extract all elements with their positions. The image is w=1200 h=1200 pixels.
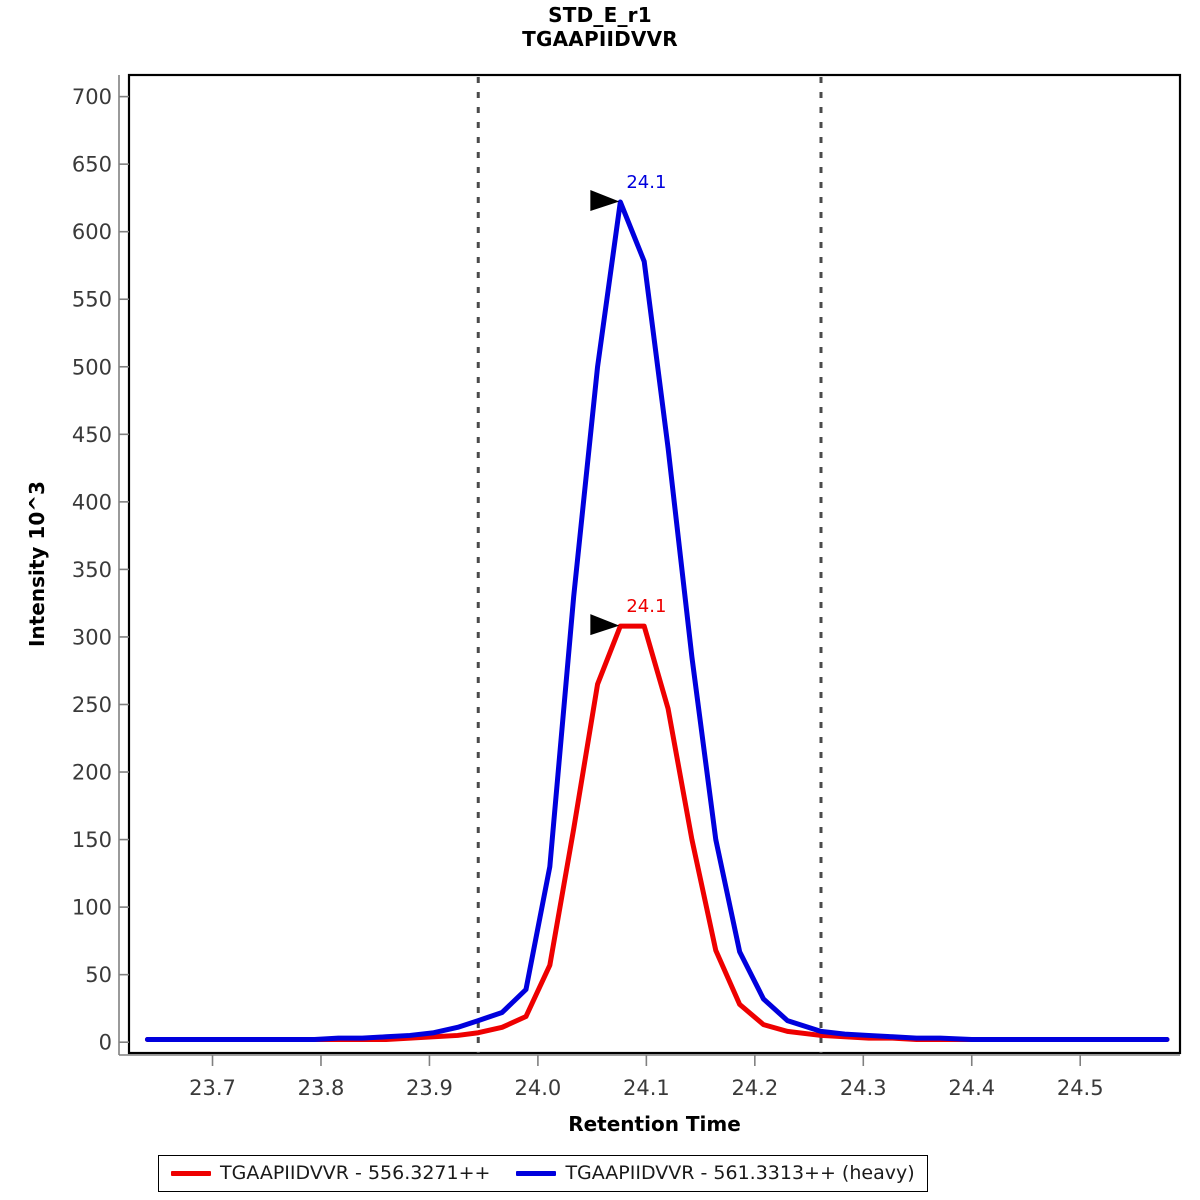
x-axis-tick-label: 24.1 bbox=[623, 1076, 670, 1100]
x-axis-tick-label: 23.9 bbox=[406, 1076, 453, 1100]
y-axis-tick-label: 300 bbox=[72, 625, 112, 649]
legend-swatch-light bbox=[171, 1170, 211, 1176]
y-axis-tick-label: 250 bbox=[72, 693, 112, 717]
x-axis-title: Retention Time bbox=[568, 1112, 741, 1136]
plot-frame bbox=[127, 73, 1182, 1055]
page-title: STD_E_r1 bbox=[548, 3, 652, 27]
y-axis-tick-label: 600 bbox=[72, 220, 112, 244]
y-axis-tick-label: 650 bbox=[72, 153, 112, 177]
y-axis-tick-label: 450 bbox=[72, 423, 112, 447]
x-axis-tick-label: 23.8 bbox=[298, 1076, 345, 1100]
legend-label-light: TGAAPIIDVVR - 556.3271++ bbox=[220, 1162, 491, 1184]
peak-label-light: 24.1 bbox=[626, 596, 666, 617]
legend-swatch-heavy bbox=[516, 1170, 557, 1176]
y-axis-tick-label: 400 bbox=[72, 490, 112, 514]
x-axis-tick-label: 24.2 bbox=[731, 1076, 778, 1100]
series-line-heavy bbox=[144, 199, 1170, 1042]
y-axis-tick-label: 150 bbox=[72, 828, 112, 852]
peak-marker-light bbox=[590, 614, 620, 636]
y-axis-tick-label: 500 bbox=[72, 355, 112, 379]
series-line-light bbox=[144, 623, 1170, 1042]
chart-title-block: STD_E_r1 TGAAPIIDVVR bbox=[0, 3, 1200, 51]
y-axis-title: Intensity 10^3 bbox=[25, 481, 49, 647]
y-axis-tick-label: 550 bbox=[72, 288, 112, 312]
peak-label-heavy: 24.1 bbox=[626, 172, 666, 193]
y-axis-tick-label: 350 bbox=[72, 558, 112, 582]
x-axis-tick-label: 24.4 bbox=[948, 1076, 995, 1100]
x-axis-tick-label: 24.0 bbox=[515, 1076, 562, 1100]
chart-subtitle: TGAAPIIDVVR bbox=[522, 26, 678, 51]
x-axis-tick-label: 23.7 bbox=[189, 1076, 236, 1100]
y-axis-tick-label: 700 bbox=[72, 85, 112, 109]
legend-item-heavy[interactable]: TGAAPIIDVVR - 561.3313++ (heavy) bbox=[516, 1162, 915, 1184]
y-axis-tick-label: 50 bbox=[85, 963, 112, 987]
y-axis-tick-label: 100 bbox=[72, 896, 112, 920]
y-axis-tick-label: 0 bbox=[99, 1031, 112, 1055]
y-axis-tick-label: 200 bbox=[72, 761, 112, 785]
peak-marker-heavy bbox=[590, 189, 620, 211]
legend-label-heavy: TGAAPIIDVVR - 561.3313++ (heavy) bbox=[565, 1162, 915, 1184]
legend-item-light[interactable]: TGAAPIIDVVR - 556.3271++ bbox=[171, 1162, 490, 1184]
x-axis-tick-label: 24.3 bbox=[840, 1076, 887, 1100]
chart-legend: TGAAPIIDVVR - 556.3271++ TGAAPIIDVVR - 5… bbox=[158, 1155, 928, 1192]
x-axis-tick-label: 24.5 bbox=[1057, 1076, 1104, 1100]
